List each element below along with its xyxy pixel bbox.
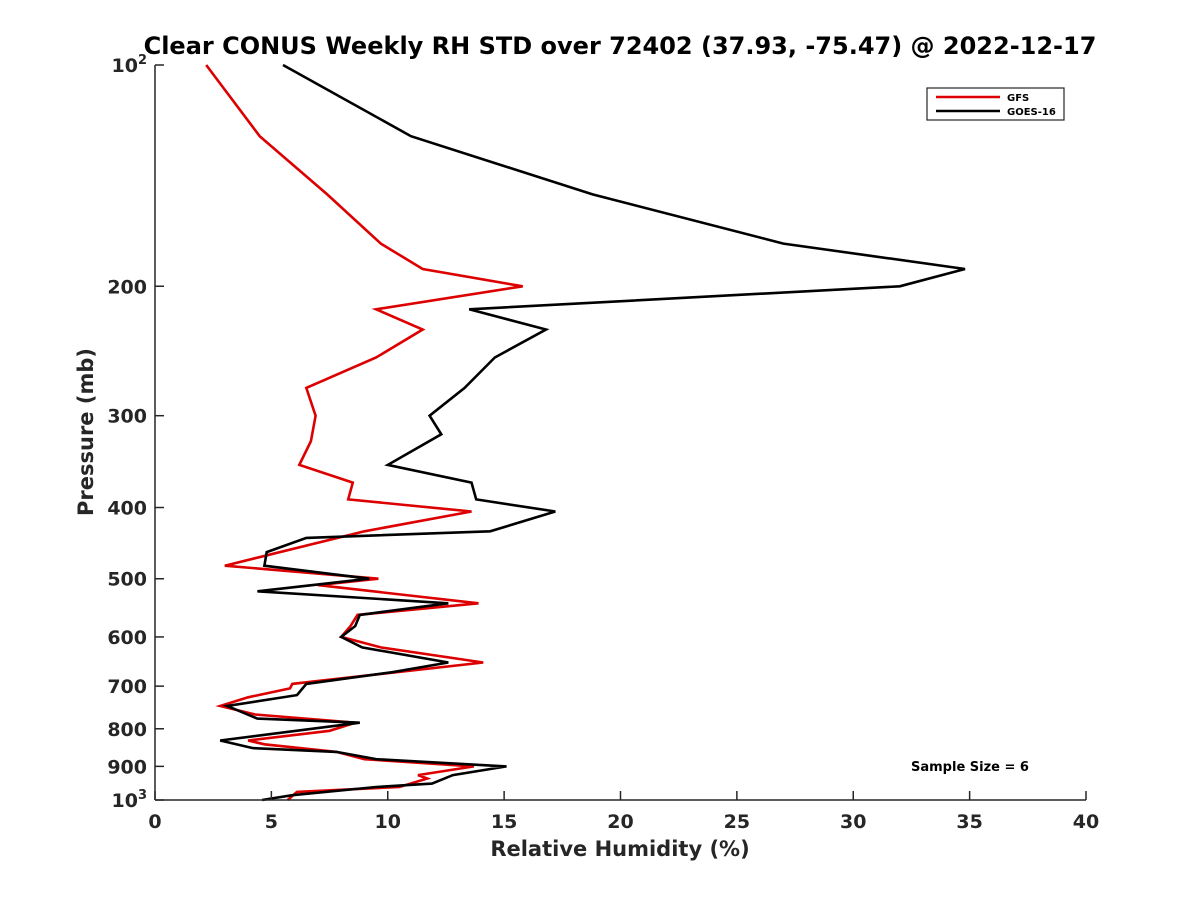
series-line-goes-16: [219, 63, 966, 802]
y-tick-label: 800: [107, 719, 147, 741]
legend: GFS GOES-16: [926, 87, 1065, 121]
x-tick-label: 5: [265, 811, 278, 833]
x-tick-label: 35: [956, 811, 982, 833]
x-ticks: 0 5 10 15 20 25 30 35 40: [148, 791, 1099, 833]
legend-entry-label: GFS: [1007, 93, 1029, 104]
y-tick-label: 900: [107, 756, 147, 778]
x-tick-label: 15: [491, 811, 517, 833]
y-tick-label: 700: [107, 676, 147, 698]
y-tick-label: 500: [107, 569, 147, 591]
y-tick-label: 200: [107, 276, 147, 298]
x-tick-label: 30: [840, 811, 866, 833]
y-tick-label: 600: [107, 627, 147, 649]
legend-entry-label: GOES-16: [1007, 107, 1056, 118]
x-tick-label: 0: [148, 811, 161, 833]
x-tick-label: 25: [724, 811, 750, 833]
x-tick-label: 40: [1073, 811, 1099, 833]
chart-title: Clear CONUS Weekly RH STD over 72402 (37…: [144, 32, 1097, 60]
sample-size-annotation: Sample Size = 6: [911, 760, 1029, 775]
plot-area: [205, 63, 966, 802]
y-tick-label: 400: [107, 498, 147, 520]
y-tick-label: 300: [107, 406, 147, 428]
x-tick-label: 20: [607, 811, 633, 833]
y-axis-label: Pressure (mb): [74, 348, 98, 516]
x-tick-label: 10: [375, 811, 401, 833]
x-axis-label: Relative Humidity (%): [490, 837, 749, 861]
legend-box: [926, 87, 1065, 121]
